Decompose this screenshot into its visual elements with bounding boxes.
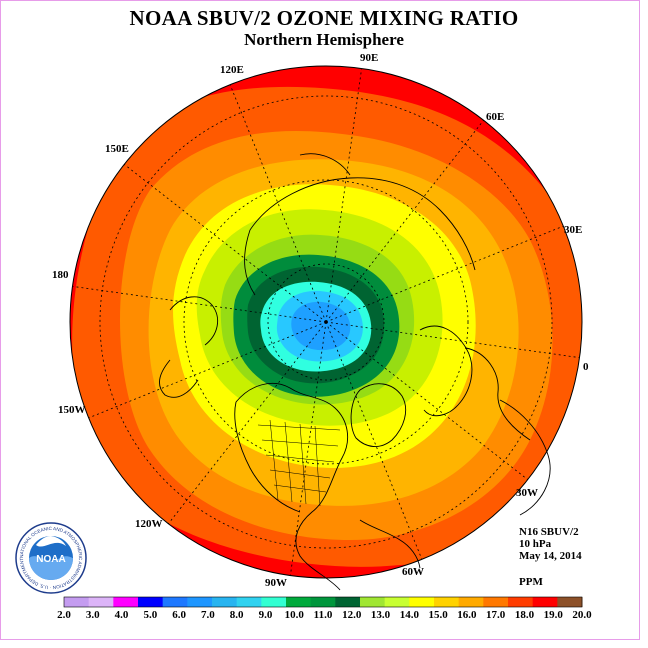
- logo-text: NOAA: [36, 554, 65, 565]
- coastline-greenland: [350, 383, 406, 447]
- contour-7-8: [291, 301, 351, 351]
- coastline-siberia-east: [169, 296, 219, 346]
- lon-label-150e: 150E: [105, 143, 129, 155]
- latitude-circle-60: [183, 179, 469, 465]
- graticule: [72, 68, 580, 576]
- ozone-contours: [70, 66, 582, 578]
- lon-label-90e: 90E: [360, 52, 378, 64]
- lon-label-0: 0: [583, 361, 589, 373]
- map-boundary: [69, 65, 583, 579]
- map-title: NOAA SBUV/2 OZONE MIXING RATIO: [129, 6, 519, 30]
- instrument-label: N16 SBUV/2: [519, 526, 579, 538]
- noaa-logo: NATIONAL OCEANIC AND ATMOSPHERIC ADMINIS…: [14, 521, 87, 594]
- coastline-africa: [499, 399, 551, 516]
- latitude-circle-40: [99, 95, 553, 549]
- coastline-alaska: [159, 359, 199, 398]
- pressure-level-label: 10 hPa: [519, 538, 552, 550]
- coastline-north-america: [234, 382, 349, 591]
- units-label: PPM: [519, 576, 543, 588]
- coastline-caribbean: [359, 519, 421, 569]
- lon-label-150w: 150W: [58, 404, 86, 416]
- latitude-circle-80: [267, 263, 385, 381]
- info-block: N16 SBUV/2 10 hPa May 14, 2014: [519, 526, 582, 562]
- date-label: May 14, 2014: [519, 550, 582, 562]
- coastline-asia: [244, 153, 476, 296]
- longitude-labels: 90E 60E 30E 0 30W 60W 90W 120W 150W 180 …: [52, 52, 589, 589]
- lon-label-90w: 90W: [265, 577, 287, 589]
- us-state-lines: [257, 419, 341, 507]
- lon-label-120w: 120W: [135, 518, 163, 530]
- map-subtitle: Northern Hemisphere: [244, 30, 404, 49]
- coastlines: [159, 153, 551, 591]
- figure-frame: [0, 0, 640, 640]
- lon-label-120e: 120E: [220, 64, 244, 76]
- lon-label-60e: 60E: [486, 111, 504, 123]
- lon-label-180: 180: [52, 269, 69, 281]
- lon-label-60w: 60W: [402, 566, 424, 578]
- lon-label-30e: 30E: [564, 224, 582, 236]
- coastline-europe: [419, 325, 531, 441]
- lon-label-30w: 30W: [516, 487, 538, 499]
